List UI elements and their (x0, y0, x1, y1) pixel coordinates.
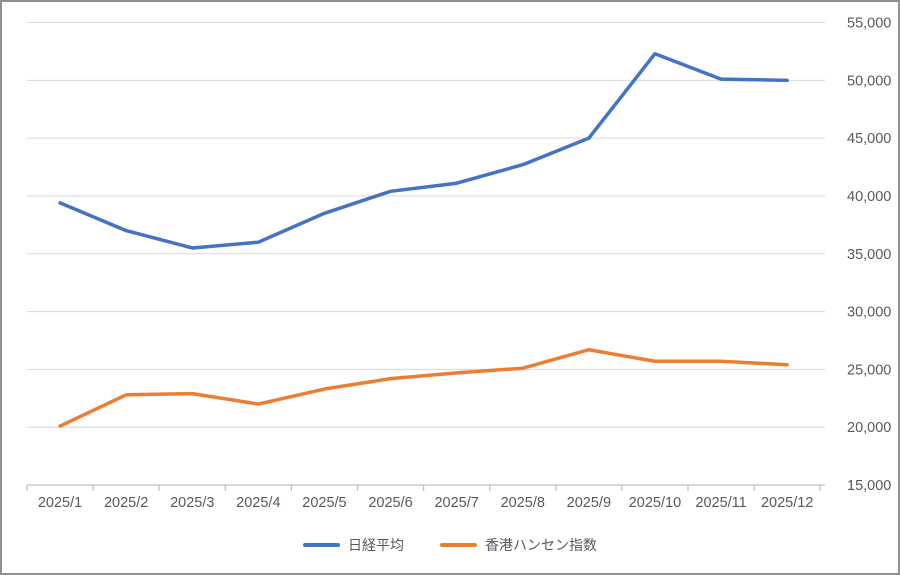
legend: 日経平均 香港ハンセン指数 (2, 538, 898, 552)
y-axis-label: 40,000 (847, 189, 891, 205)
legend-label-hangseng: 香港ハンセン指数 (485, 537, 597, 553)
legend-item-nikkei: 日経平均 (303, 538, 404, 552)
y-axis-label: 30,000 (847, 305, 891, 321)
x-axis-label: 2025/11 (695, 495, 746, 511)
y-axis-label: 45,000 (847, 131, 891, 147)
x-axis-label: 2025/3 (170, 495, 214, 511)
legend-line-swatch-nikkei (303, 543, 340, 547)
legend-item-hangseng: 香港ハンセン指数 (440, 538, 597, 552)
x-axis-label: 2025/1 (38, 495, 82, 511)
series-line-0 (58, 51, 789, 250)
x-axis-label: 2025/5 (302, 495, 346, 511)
x-axis-label: 2025/9 (567, 495, 611, 511)
y-axis-label: 15,000 (847, 478, 891, 494)
legend-line-swatch-hangseng (440, 543, 477, 547)
y-axis-label: 50,000 (847, 73, 891, 89)
y-axis-label: 25,000 (847, 362, 891, 378)
y-axis-label: 35,000 (847, 247, 891, 263)
x-axis-label: 2025/10 (629, 495, 681, 511)
x-axis-label: 2025/12 (761, 495, 813, 511)
x-axis-label: 2025/8 (501, 495, 545, 511)
x-axis-label: 2025/4 (236, 495, 280, 511)
series-line-1 (58, 347, 789, 428)
x-axis-label: 2025/2 (104, 495, 148, 511)
x-axis-label: 2025/7 (434, 495, 478, 511)
y-axis-label: 55,000 (847, 16, 891, 32)
y-axis-label: 20,000 (847, 420, 891, 436)
legend-label-nikkei: 日経平均 (348, 537, 404, 553)
x-axis-label: 2025/6 (368, 495, 412, 511)
